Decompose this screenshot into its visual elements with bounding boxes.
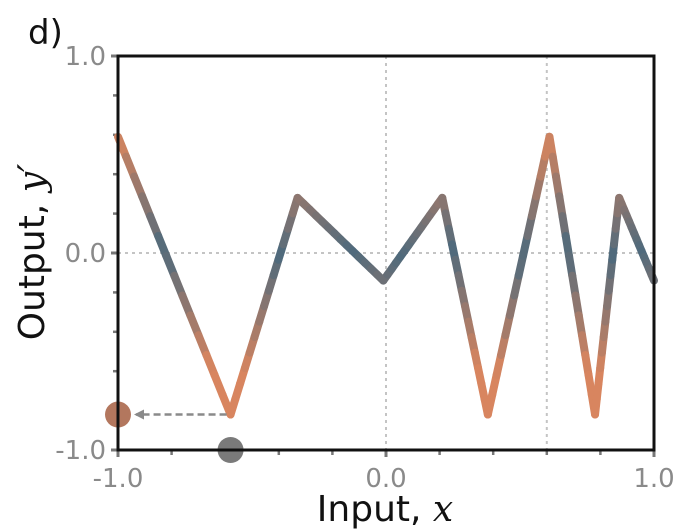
data-series xyxy=(114,132,658,419)
y-axis-variable: y′ xyxy=(12,164,53,195)
panel-label: d) xyxy=(28,13,63,53)
x-axis-title-text: Input, xyxy=(317,489,433,530)
x-tick-label: 1.0 xyxy=(633,464,674,494)
x-tick-label: -1.0 xyxy=(93,464,144,494)
y-tick-label: 1.0 xyxy=(65,42,106,72)
y-axis-title: Output, y′ xyxy=(12,164,53,340)
annotations xyxy=(105,401,244,463)
plot-frame xyxy=(116,54,656,452)
x-tick-label: 0.0 xyxy=(365,464,406,494)
y-tick-label: 0.0 xyxy=(65,239,106,269)
y-tick-label: -1.0 xyxy=(55,436,106,466)
y-axis-title-text: Output, xyxy=(12,192,53,340)
x-axis-title: Input, x xyxy=(317,489,453,530)
grid-lines xyxy=(118,56,654,450)
x-axis-variable: x xyxy=(433,489,453,530)
